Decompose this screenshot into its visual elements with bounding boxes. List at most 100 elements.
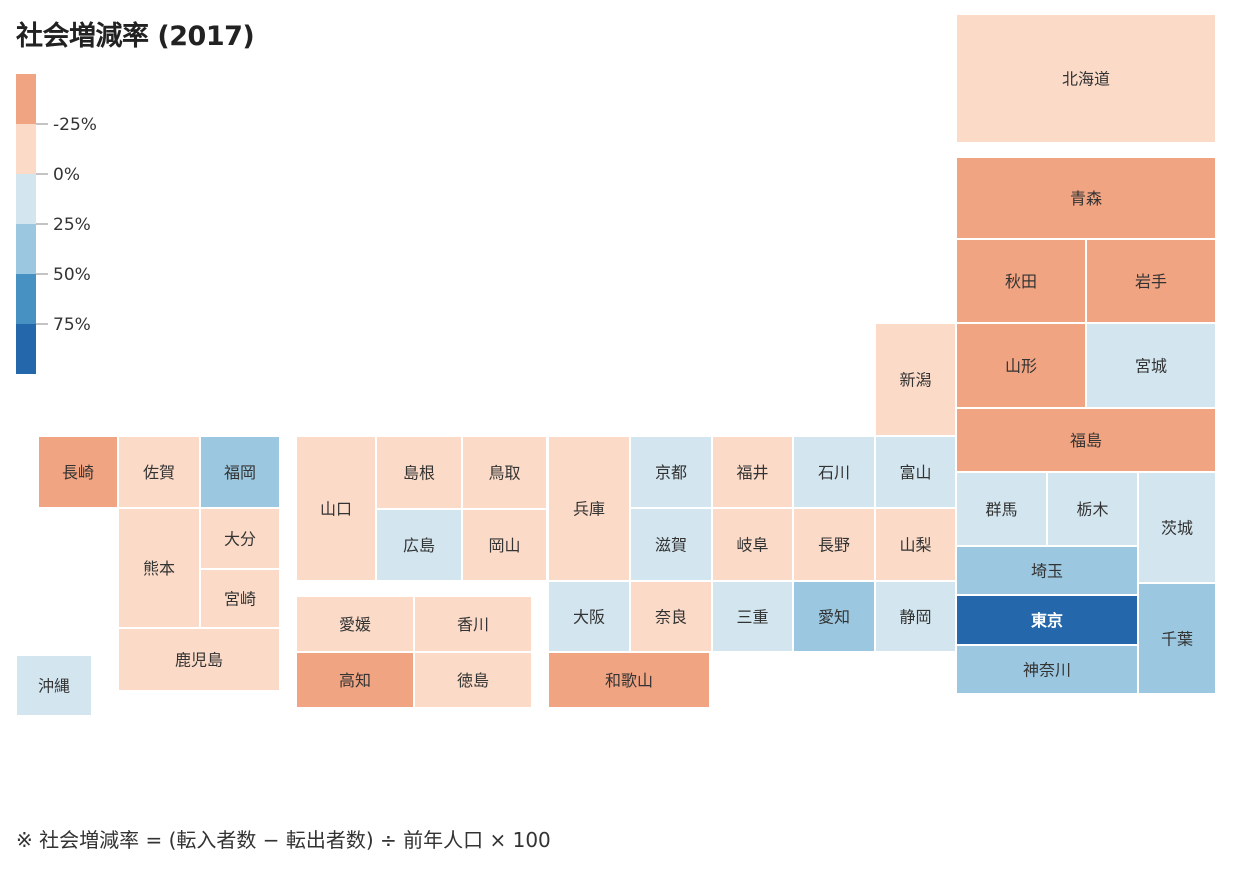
- prefecture-label: 埼玉: [1031, 562, 1063, 581]
- prefecture-tile[interactable]: [957, 158, 1215, 238]
- prefecture-label: 新潟: [899, 371, 931, 390]
- prefecture-tile[interactable]: [415, 597, 531, 651]
- legend: -25% 0% 25% 50% 75%: [16, 74, 97, 374]
- prefecture-label: 愛媛: [339, 615, 371, 634]
- prefecture-tile[interactable]: [1139, 473, 1215, 582]
- prefecture-tile[interactable]: [377, 437, 461, 508]
- prefecture-label: 福島: [1070, 431, 1102, 450]
- prefecture-tile[interactable]: [549, 653, 709, 707]
- prefecture-tile[interactable]: [713, 509, 792, 580]
- prefecture-tile[interactable]: [377, 510, 461, 580]
- prefecture-tile[interactable]: [549, 437, 629, 580]
- prefecture-tile[interactable]: [201, 509, 279, 568]
- prefecture-label: 岐阜: [736, 536, 768, 555]
- prefecture-tile[interactable]: [463, 437, 546, 508]
- prefecture-label: 静岡: [899, 608, 931, 627]
- prefecture-tile[interactable]: [957, 547, 1137, 594]
- footnote: ※ 社会増減率 = (転入者数 − 転出者数) ÷ 前年人口 × 100: [16, 828, 551, 852]
- prefecture-tile[interactable]: [119, 437, 199, 507]
- legend-tick-label: -25%: [53, 115, 97, 135]
- prefecture-tile[interactable]: [876, 324, 955, 435]
- prefecture-label: 鳥取: [488, 464, 520, 483]
- prefecture-tile[interactable]: [794, 582, 874, 651]
- prefecture-label: 北海道: [1062, 70, 1110, 89]
- legend-swatch: [16, 174, 36, 224]
- prefecture-label: 神奈川: [1023, 661, 1071, 680]
- prefecture-label: 愛知: [818, 608, 850, 627]
- prefecture-label: 京都: [655, 463, 687, 482]
- prefecture-label: 大阪: [573, 608, 605, 627]
- prefecture-tile[interactable]: [1087, 324, 1215, 407]
- prefecture-label: 石川: [818, 463, 850, 482]
- prefecture-tile[interactable]: [713, 437, 792, 507]
- prefecture-label: 和歌山: [605, 671, 653, 690]
- prefecture-tile[interactable]: [876, 582, 955, 651]
- prefecture-tile[interactable]: [463, 510, 546, 580]
- prefecture-label: 富山: [899, 463, 931, 482]
- prefecture-tile[interactable]: [297, 437, 375, 580]
- prefecture-tile[interactable]: [794, 437, 874, 507]
- legend-tick-label: 25%: [53, 215, 91, 235]
- prefecture-label: 山口: [320, 500, 352, 519]
- prefecture-label: 三重: [736, 608, 768, 627]
- prefecture-label: 島根: [403, 464, 435, 483]
- legend-swatch: [16, 224, 36, 274]
- prefecture-tile[interactable]: [876, 509, 955, 580]
- prefecture-label: 岡山: [488, 536, 520, 555]
- prefecture-label: 沖縄: [38, 677, 70, 696]
- prefecture-tile[interactable]: [1048, 473, 1137, 545]
- prefecture-tile[interactable]: [119, 629, 279, 690]
- prefecture-label: 高知: [339, 671, 371, 690]
- prefecture-label: 長崎: [62, 463, 94, 482]
- prefecture-label: 大分: [224, 530, 256, 549]
- prefecture-label: 奈良: [655, 608, 687, 627]
- prefecture-tile[interactable]: [794, 509, 874, 580]
- prefecture-label: 香川: [457, 615, 489, 634]
- prefecture-tile[interactable]: [631, 509, 711, 580]
- prefecture-label: 広島: [403, 536, 435, 555]
- prefecture-label: 兵庫: [573, 500, 605, 519]
- prefecture-tile[interactable]: [549, 582, 629, 651]
- prefecture-label: 宮崎: [224, 590, 256, 609]
- prefecture-tile[interactable]: [17, 656, 91, 715]
- prefecture-label: 福岡: [224, 463, 256, 482]
- prefecture-tile[interactable]: [297, 597, 413, 651]
- prefecture-tile[interactable]: [39, 437, 117, 507]
- prefecture-tile[interactable]: [415, 653, 531, 707]
- prefecture-tile[interactable]: [957, 596, 1137, 644]
- legend-swatch: [16, 274, 36, 324]
- prefecture-tile[interactable]: [201, 570, 279, 627]
- prefecture-tile[interactable]: [957, 324, 1085, 407]
- prefecture-tile[interactable]: [957, 473, 1046, 545]
- prefecture-label: 岩手: [1135, 272, 1167, 291]
- prefecture-tile[interactable]: [957, 15, 1215, 142]
- prefecture-tile[interactable]: [631, 437, 711, 507]
- prefecture-tile[interactable]: [1139, 584, 1215, 693]
- legend-tick-label: 0%: [53, 165, 80, 185]
- prefecture-tile[interactable]: [201, 437, 279, 507]
- prefecture-label: 長野: [818, 536, 850, 555]
- legend-swatch: [16, 74, 36, 124]
- prefecture-label: 佐賀: [143, 463, 175, 482]
- prefecture-tile[interactable]: [1087, 240, 1215, 322]
- prefecture-tile[interactable]: [631, 582, 711, 651]
- prefecture-tile[interactable]: [876, 437, 955, 507]
- prefecture-label: 滋賀: [655, 536, 687, 555]
- prefecture-label: 茨城: [1161, 519, 1193, 538]
- legend-swatch: [16, 324, 36, 374]
- prefecture-tile[interactable]: [119, 509, 199, 627]
- prefecture-tile[interactable]: [957, 409, 1215, 471]
- prefecture-label: 栃木: [1076, 500, 1108, 519]
- prefecture-label: 熊本: [143, 559, 175, 578]
- prefecture-tile[interactable]: [957, 240, 1085, 322]
- legend-tick-label: 75%: [53, 315, 91, 335]
- prefecture-label: 鹿児島: [175, 651, 223, 670]
- prefecture-label: 群馬: [985, 500, 1017, 519]
- prefecture-tile[interactable]: [957, 646, 1137, 693]
- prefecture-tile[interactable]: [297, 653, 413, 707]
- prefecture-tile[interactable]: [713, 582, 792, 651]
- prefecture-label: 千葉: [1161, 630, 1193, 649]
- legend-tick-label: 50%: [53, 265, 91, 285]
- prefecture-label: 徳島: [457, 671, 489, 690]
